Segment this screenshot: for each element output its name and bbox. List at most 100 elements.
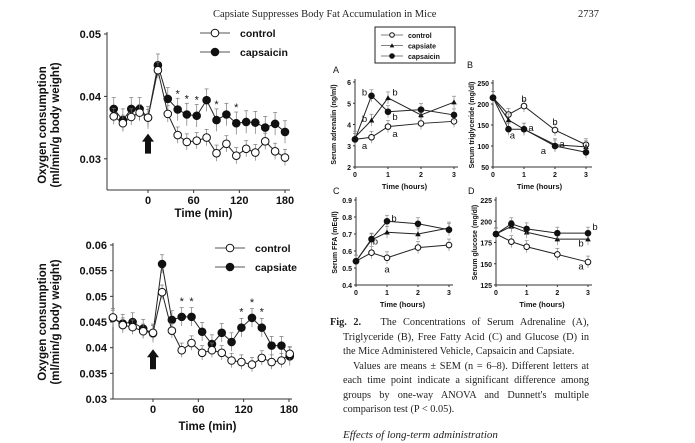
y-tick-label: 0.8 [342,215,352,222]
significance-letter: a [559,139,565,150]
x-tick-label: 3 [447,290,451,297]
filled-circle-marker [280,127,290,137]
series-line-capsaicin [354,94,455,140]
filled-circle-marker [368,235,375,243]
x-tick-label: 0 [354,290,358,297]
filled-circle-marker [212,115,221,125]
open-circle-marker [520,102,528,110]
open-circle-marker [217,348,227,358]
significance-star: * [176,89,181,101]
x-tick-label: 2 [416,290,420,297]
x-tick-label: 0 [353,172,357,179]
filled-circle-marker [389,53,395,59]
filled-circle-marker [267,341,276,350]
filled-circle-marker [202,95,211,105]
significance-star: * [239,307,244,319]
filled-circle-marker [177,312,187,322]
series-line-control [495,233,589,263]
filled-circle-marker [584,229,592,237]
series-line-capsaicin [492,97,587,153]
triangle-marker [451,99,457,105]
open-circle-marker [508,238,515,245]
panel-A: A 2 3 4 5 6 0 1 2 3 Time (hours) Serum adrenalin (n… [331,65,458,191]
injection-arrow-icon [147,349,159,370]
open-circle-marker [192,136,202,146]
significance-letter: b [362,114,367,125]
filled-circle-marker [384,108,392,116]
filled-circle-marker [270,119,280,129]
open-circle-marker [173,130,182,140]
y-tick-label: 100 [477,144,489,151]
open-circle-marker [384,123,392,130]
x-tick-label: 3 [586,290,590,297]
filled-circle-marker [277,341,286,350]
y-tick-label: 225 [480,198,492,205]
open-circle-marker [157,287,167,297]
filled-circle-marker [225,262,235,272]
legend-label-capsaicin: capsaicin [240,47,288,59]
significance-star: * [260,307,265,319]
open-circle-marker [445,241,453,249]
filled-circle-marker [445,226,453,234]
open-circle-marker [414,244,422,251]
open-circle-marker [584,258,592,266]
open-circle-marker [267,357,276,367]
panel-B: B 50 100 150 200 250 0 1 2 3 Time (hours) Serum tri… [467,60,592,191]
x-tick-label: 1 [385,290,389,297]
open-circle-marker [148,328,158,338]
oxygen-chart-o2-capsiate: 0.03 0.035 0.04 0.045 0.05 0.055 0.06 0 60 120 180… [37,240,298,433]
open-circle-marker [285,349,295,359]
significance-letter: a [528,123,534,134]
filled-circle-marker [241,117,251,127]
x-tick-label: 60 [188,195,200,207]
panel-label: C [333,186,340,196]
y-tick-label: 0.045 [79,317,107,329]
filled-circle-marker [182,110,192,119]
triangle-marker [389,43,395,48]
open-circle-marker [197,348,207,358]
series-line-capsiate [492,97,587,148]
panel-label: B [467,60,473,70]
y-tick-label: 3 [347,144,351,151]
significance-letter: a [384,265,390,276]
significance-letter: b [521,94,526,105]
x-tick-label: 2 [555,290,559,297]
open-circle-marker [368,133,375,141]
open-circle-marker [554,251,561,258]
filled-circle-marker [231,118,241,128]
filled-circle-marker [489,94,497,101]
filled-circle-marker [505,125,512,133]
y-tick-label: 150 [477,123,489,130]
filled-circle-marker [417,106,425,113]
open-circle-marker [383,254,391,262]
y-tick-label: 200 [477,102,489,109]
open-circle-marker [241,144,251,154]
y-tick-label: 5 [347,101,351,108]
open-circle-marker [417,120,425,127]
y-tick-label: 6 [347,80,351,87]
triangle-marker [415,231,421,237]
open-circle-marker [247,360,257,369]
y-tick-label: 0.055 [79,266,107,278]
panel-label: A [333,65,339,75]
significance-letter: a [510,131,516,142]
significance-letter: a [362,141,368,152]
open-circle-marker [138,326,148,336]
legend-box [374,26,456,64]
page-number: 2737 [578,9,599,20]
caption-title: The Concentrations of Serum Adrenaline (… [343,317,589,357]
open-circle-marker [389,32,395,38]
open-circle-marker [163,109,173,119]
y-axis-label-line2: (ml/min/g body weight) [50,62,62,187]
open-circle-marker [523,243,530,251]
oxygen-chart-o2-capsaicin: 0.03 0.04 0.05 0 60 120 180 Time (min) Oxygen co… [37,28,294,220]
x-axis-label: Time (min) [175,208,233,220]
filled-circle-marker [351,136,359,143]
triangle-marker [385,95,391,101]
x-tick-label: 1 [386,172,390,179]
injection-arrow-icon [142,133,154,154]
x-tick-label: 0 [150,404,156,416]
triangle-marker [368,117,375,123]
open-circle-marker [551,126,559,134]
significance-letter: b [373,237,378,248]
